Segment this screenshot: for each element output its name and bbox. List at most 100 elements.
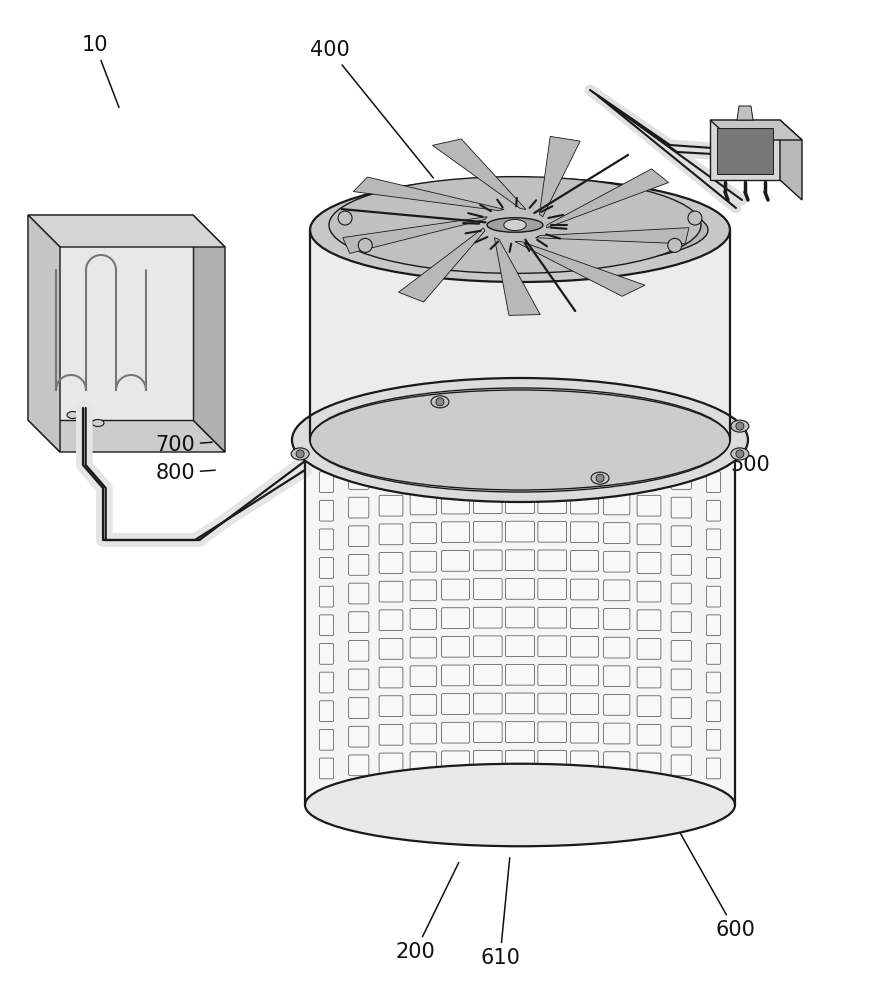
FancyBboxPatch shape (410, 465, 436, 486)
Ellipse shape (329, 177, 701, 273)
FancyBboxPatch shape (410, 752, 436, 773)
FancyBboxPatch shape (506, 750, 535, 771)
FancyBboxPatch shape (570, 550, 598, 571)
FancyBboxPatch shape (671, 755, 692, 776)
FancyBboxPatch shape (538, 550, 567, 571)
Ellipse shape (591, 472, 609, 484)
FancyBboxPatch shape (473, 693, 502, 714)
FancyBboxPatch shape (410, 666, 436, 687)
Ellipse shape (291, 448, 309, 460)
FancyBboxPatch shape (320, 644, 334, 664)
FancyBboxPatch shape (707, 558, 721, 578)
FancyBboxPatch shape (473, 550, 502, 571)
FancyBboxPatch shape (570, 722, 598, 743)
FancyBboxPatch shape (637, 724, 661, 745)
FancyBboxPatch shape (441, 579, 469, 600)
Ellipse shape (310, 178, 730, 282)
FancyBboxPatch shape (349, 640, 368, 661)
FancyBboxPatch shape (570, 694, 598, 714)
Circle shape (338, 211, 352, 225)
FancyBboxPatch shape (320, 529, 334, 550)
FancyBboxPatch shape (473, 493, 502, 513)
Polygon shape (28, 215, 193, 420)
Ellipse shape (731, 420, 748, 432)
FancyBboxPatch shape (538, 722, 567, 743)
Polygon shape (710, 120, 802, 140)
Polygon shape (28, 215, 225, 247)
FancyBboxPatch shape (603, 580, 630, 601)
Text: 200: 200 (395, 862, 458, 962)
FancyBboxPatch shape (410, 551, 436, 572)
Circle shape (736, 450, 744, 458)
Polygon shape (28, 420, 225, 452)
Polygon shape (28, 215, 60, 452)
FancyBboxPatch shape (637, 639, 661, 659)
FancyBboxPatch shape (506, 693, 535, 714)
FancyBboxPatch shape (349, 669, 368, 690)
FancyBboxPatch shape (379, 553, 403, 573)
Ellipse shape (305, 764, 735, 846)
FancyBboxPatch shape (473, 750, 502, 771)
FancyBboxPatch shape (538, 493, 567, 513)
Polygon shape (710, 120, 780, 180)
FancyBboxPatch shape (320, 701, 334, 722)
FancyBboxPatch shape (671, 497, 692, 518)
FancyBboxPatch shape (506, 607, 535, 628)
Polygon shape (433, 139, 526, 209)
FancyBboxPatch shape (707, 729, 721, 750)
FancyBboxPatch shape (473, 579, 502, 599)
FancyBboxPatch shape (538, 607, 567, 628)
Text: 800: 800 (155, 463, 215, 483)
FancyBboxPatch shape (473, 665, 502, 685)
FancyBboxPatch shape (637, 667, 661, 688)
FancyBboxPatch shape (707, 586, 721, 607)
Ellipse shape (431, 396, 449, 408)
FancyBboxPatch shape (603, 609, 630, 629)
FancyBboxPatch shape (379, 610, 403, 631)
Polygon shape (495, 238, 540, 315)
FancyBboxPatch shape (570, 636, 598, 657)
FancyBboxPatch shape (506, 464, 535, 485)
Polygon shape (399, 228, 485, 302)
FancyBboxPatch shape (441, 665, 469, 686)
FancyBboxPatch shape (441, 608, 469, 629)
FancyBboxPatch shape (603, 666, 630, 687)
Circle shape (668, 238, 682, 252)
FancyBboxPatch shape (671, 469, 692, 489)
Ellipse shape (487, 218, 543, 232)
Text: 500: 500 (713, 455, 770, 475)
FancyBboxPatch shape (538, 636, 567, 657)
Polygon shape (717, 128, 773, 174)
Circle shape (688, 211, 702, 225)
FancyBboxPatch shape (637, 553, 661, 573)
FancyBboxPatch shape (320, 500, 334, 521)
FancyBboxPatch shape (473, 521, 502, 542)
FancyBboxPatch shape (320, 472, 334, 492)
FancyBboxPatch shape (603, 551, 630, 572)
FancyBboxPatch shape (506, 722, 535, 742)
FancyBboxPatch shape (441, 636, 469, 657)
FancyBboxPatch shape (671, 612, 692, 633)
FancyBboxPatch shape (320, 586, 334, 607)
FancyBboxPatch shape (441, 722, 469, 743)
FancyBboxPatch shape (603, 494, 630, 515)
Ellipse shape (92, 420, 104, 426)
FancyBboxPatch shape (506, 664, 535, 685)
FancyBboxPatch shape (441, 550, 469, 571)
FancyBboxPatch shape (570, 493, 598, 514)
FancyBboxPatch shape (506, 550, 535, 571)
FancyBboxPatch shape (320, 758, 334, 779)
FancyBboxPatch shape (320, 615, 334, 636)
FancyBboxPatch shape (707, 701, 721, 722)
FancyBboxPatch shape (349, 555, 368, 575)
FancyBboxPatch shape (473, 464, 502, 485)
FancyBboxPatch shape (603, 695, 630, 715)
FancyBboxPatch shape (410, 695, 436, 715)
FancyBboxPatch shape (707, 672, 721, 693)
Text: 400: 400 (310, 40, 433, 178)
FancyBboxPatch shape (637, 610, 661, 631)
FancyBboxPatch shape (441, 493, 469, 514)
Polygon shape (546, 169, 668, 228)
Ellipse shape (332, 192, 708, 268)
FancyBboxPatch shape (349, 526, 368, 547)
